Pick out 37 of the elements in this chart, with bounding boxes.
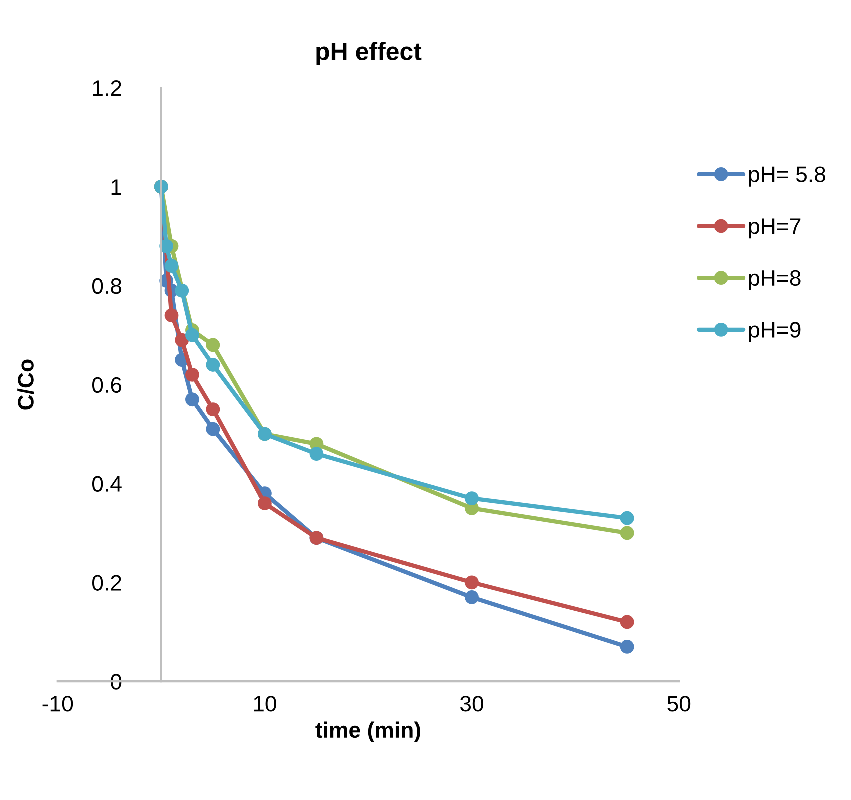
- legend-label: pH=7: [749, 218, 801, 239]
- x-tick-label: 50: [668, 696, 691, 712]
- point: [465, 492, 479, 506]
- y-tick-label: 0.6: [92, 377, 122, 394]
- point: [175, 284, 190, 298]
- point: [258, 496, 272, 510]
- legend-label: pH= 5.8: [749, 166, 826, 187]
- x-axis-title: time (min): [316, 722, 420, 742]
- y-tick-label: 1: [112, 180, 122, 195]
- x-tick-label: -10: [42, 696, 74, 712]
- point: [186, 392, 200, 407]
- point: [206, 402, 220, 416]
- y-tick-label: 0.8: [92, 278, 122, 294]
- point: [164, 259, 179, 274]
- point: [620, 511, 634, 526]
- point: [620, 526, 634, 540]
- y-tick-label: 0.4: [92, 476, 122, 492]
- point: [620, 640, 634, 654]
- point: [465, 576, 479, 590]
- point: [164, 308, 179, 322]
- x-tick-label: 10: [254, 696, 276, 712]
- point: [186, 328, 200, 342]
- point: [206, 358, 220, 372]
- legend-label: pH=9: [749, 322, 801, 342]
- x-tick-label: 30: [460, 696, 484, 712]
- point: [620, 615, 634, 630]
- y-tick-label: 0.2: [92, 575, 122, 591]
- point: [310, 447, 324, 461]
- point: [206, 422, 220, 436]
- legend-label: pH=8: [749, 270, 801, 290]
- point: [206, 338, 220, 352]
- chart-title: pH effect: [316, 42, 422, 66]
- y-tick-label: 1.2: [93, 80, 122, 96]
- point: [465, 590, 479, 604]
- point: [186, 368, 200, 382]
- y-axis-title: C/Co: [18, 360, 34, 410]
- point: [175, 333, 190, 348]
